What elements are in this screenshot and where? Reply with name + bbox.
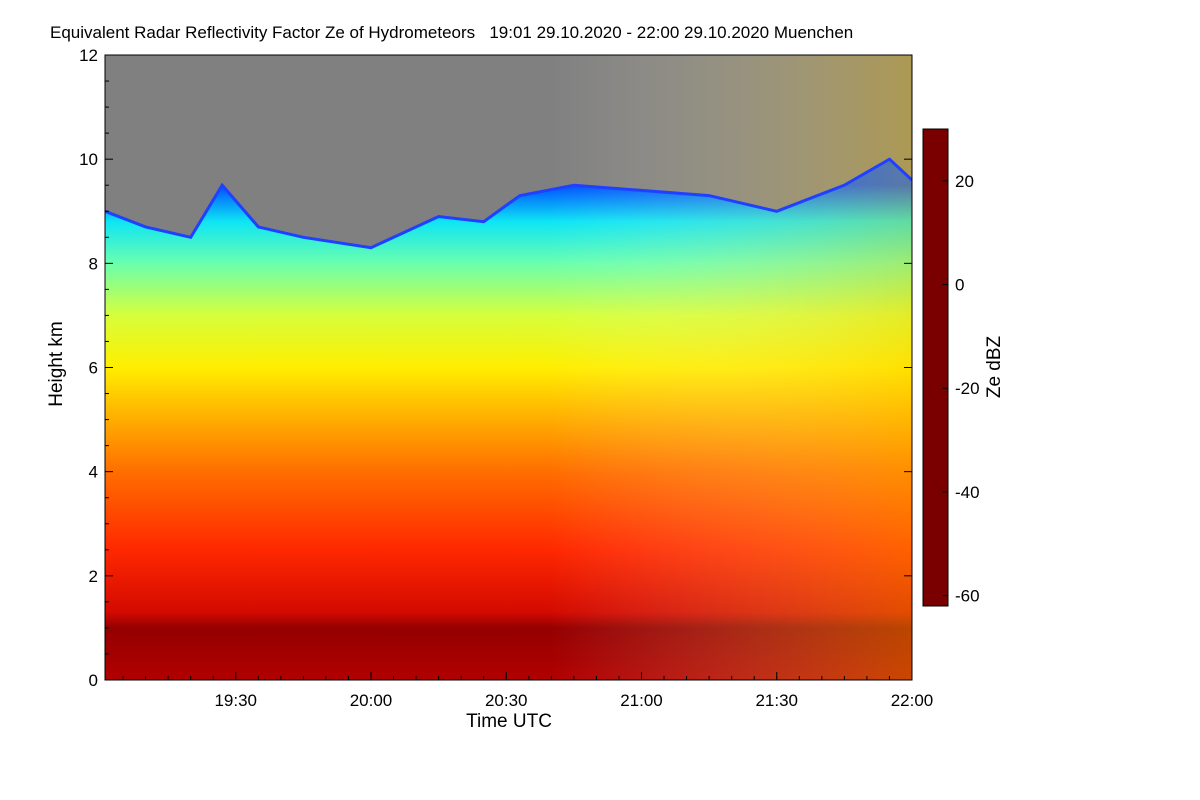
y-tick-label: 12 <box>79 46 98 65</box>
x-axis: 19:30 20:00 20:30 21:00 21:30 22:00 <box>122 672 934 710</box>
colorbar-tick-label: -20 <box>955 379 980 398</box>
colorbar-ticks: 20 0 -20 -40 -60 <box>942 172 980 606</box>
x-tick-label: 21:00 <box>620 691 663 710</box>
x-tick-label: 21:30 <box>755 691 798 710</box>
x-axis-label: Time UTC <box>466 711 552 732</box>
colorbar-label: Ze dBZ <box>984 335 1005 398</box>
y-tick-label: 4 <box>89 463 98 482</box>
plot-area <box>105 55 912 680</box>
colorbar-ramp <box>922 128 949 607</box>
x-tick-label: 20:30 <box>485 691 528 710</box>
y-tick-label: 6 <box>89 359 98 378</box>
field-texture <box>105 55 912 680</box>
y-tick-label: 10 <box>79 150 98 169</box>
colorbar-tick-label: 20 <box>955 172 974 191</box>
x-tick-label: 20:00 <box>350 691 393 710</box>
y-tick-label: 8 <box>89 254 98 273</box>
y-tick-label: 0 <box>89 671 98 690</box>
colorbar-tick-label: -60 <box>955 587 980 606</box>
y-tick-label: 2 <box>89 567 98 586</box>
echo-top-edge <box>105 157 912 250</box>
chart-title: Equivalent Radar Reflectivity Factor Ze … <box>50 23 853 42</box>
x-tick-label: 22:00 <box>891 691 934 710</box>
y-axis: 0 2 4 6 8 10 12 <box>79 46 912 690</box>
colorbar: 20 0 -20 -40 -60 Ze dBZ <box>922 128 1005 607</box>
y-axis-label: Height km <box>46 321 67 407</box>
colorbar-tick-label: -40 <box>955 483 980 502</box>
colorbar-tick-label: 0 <box>955 276 964 295</box>
x-tick-label: 19:30 <box>214 691 257 710</box>
